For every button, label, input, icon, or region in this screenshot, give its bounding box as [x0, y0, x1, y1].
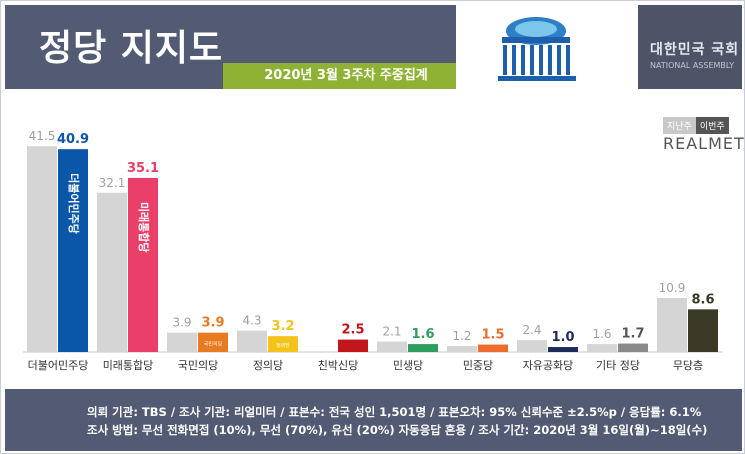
legend-prev-week: 지난주 — [663, 117, 696, 134]
party-logo-label: 국민의당 — [204, 340, 223, 347]
survey-info-line-2: 조사 방법: 무선 전화면접 (10%), 무선 (70%), 유선 (20%)… — [87, 423, 708, 437]
value-label-prev: 2.1 — [382, 325, 401, 339]
party-support-chart: 41.5 40.9더불어민주당더불어민주당32.135.1미래통합당미래통합당3.… — [23, 129, 723, 372]
value-label-prev: 10.9 — [659, 281, 686, 295]
value-label-prev: 1.6 — [592, 327, 611, 341]
assembly-building-icon — [456, 5, 638, 89]
value-label-this-week: 1.6 — [411, 327, 434, 342]
value-label-prev: 4.3 — [242, 314, 261, 328]
category-label: 자유공화당 — [523, 359, 574, 372]
bar-prev-week — [517, 340, 547, 352]
bar-prev-week — [447, 346, 477, 352]
value-label-this-week: 8.6 — [691, 292, 714, 307]
category-label: 정의당 — [253, 359, 283, 372]
bar-this-week — [478, 344, 508, 352]
bar-prev-week — [167, 332, 197, 352]
value-label-prev: 32.1 — [99, 176, 126, 190]
bar-this-week — [198, 332, 228, 352]
bar-this-week — [408, 344, 438, 352]
bar-this-week — [618, 343, 648, 352]
value-label-this-week: 2.5 — [341, 323, 364, 338]
bar-this-week — [548, 347, 578, 352]
bar-prev-week — [587, 344, 617, 352]
value-label-this-week: 1.5 — [481, 328, 504, 343]
chart-legend: 지난주 이번주 — [663, 114, 729, 134]
value-label-this-week: 35.1 — [127, 161, 159, 176]
legend-this-week: 이번주 — [695, 117, 729, 134]
category-label: 친박신당 — [318, 359, 358, 372]
party-logo-label: 정의당 — [276, 342, 290, 349]
survey-info-line-1: 의뢰 기관: TBS / 조사 기관: 리얼미터 / 표본수: 전국 성인 1,… — [87, 405, 702, 419]
org-name-korean: 대한민국 국회 — [650, 42, 740, 58]
survey-period-badge: 2020년 3월 3주차 주중집계 — [223, 63, 469, 89]
category-label: 더불어민주당 — [28, 359, 89, 372]
value-label-this-week: 1.0 — [551, 330, 574, 345]
value-label-this-week: 1.7 — [621, 327, 644, 342]
value-label-prev: 3.9 — [172, 316, 191, 330]
realmeter-brand: REALMETER — [663, 134, 745, 153]
bar-this-week — [268, 336, 298, 352]
bar-this-week — [688, 309, 718, 352]
category-label: 민중당 — [463, 359, 493, 372]
value-label-prev: 2.4 — [522, 323, 541, 337]
value-label-prev: 41.5 — [29, 129, 56, 143]
survey-info-footer: 의뢰 기관: TBS / 조사 기관: 리얼미터 / 표본수: 전국 성인 1,… — [5, 389, 742, 451]
category-label: 무당층 — [673, 359, 703, 372]
bar-this-week — [338, 339, 368, 352]
bar-prev-week — [657, 297, 687, 352]
bar-prev-week — [377, 341, 407, 352]
party-logo-label: 더불어민주당 — [67, 173, 81, 234]
bar-this-week — [58, 149, 88, 352]
bar-prev-week — [27, 146, 57, 352]
national-assembly-logo: 대한민국 국회 NATIONAL ASSEMBLY — [638, 5, 742, 89]
category-label: 국민의당 — [178, 359, 218, 372]
category-label: 미래통합당 — [103, 359, 154, 372]
org-name-english: NATIONAL ASSEMBLY — [650, 61, 735, 70]
category-label: 기타 정당 — [596, 359, 640, 372]
party-logo-label: 미래통합당 — [137, 202, 151, 253]
value-label-this-week: 3.9 — [201, 316, 224, 331]
bar-prev-week — [237, 330, 267, 352]
category-label: 민생당 — [393, 359, 423, 372]
bar-this-week — [128, 177, 158, 352]
page-title: 정당 지지도 — [39, 28, 224, 69]
value-label-prev: 1.2 — [452, 329, 471, 343]
value-label-this-week: 3.2 — [271, 319, 294, 334]
bar-prev-week — [97, 192, 127, 352]
value-label-this-week: 40.9 — [57, 132, 89, 147]
